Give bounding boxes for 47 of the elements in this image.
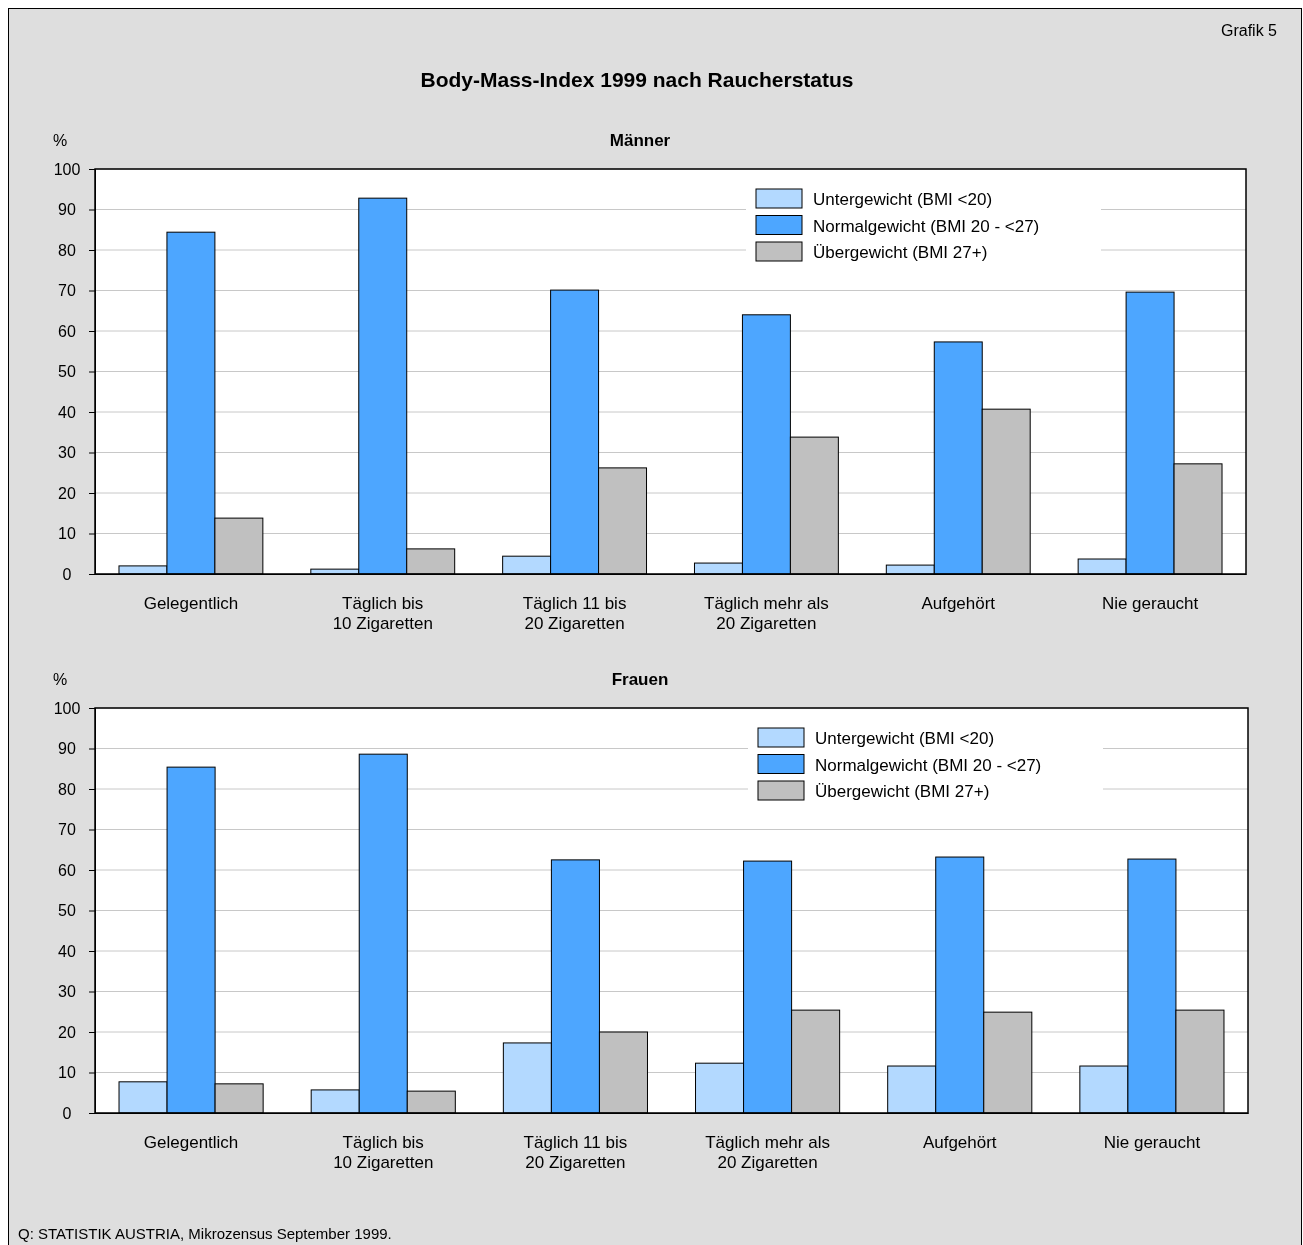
legend-label: Übergewicht (BMI 27+) <box>815 782 990 801</box>
y-tick-label: 20 <box>58 1023 76 1041</box>
chart-subtitle: Männer <box>609 131 671 150</box>
x-tick-label: Gelegentlich <box>143 594 239 613</box>
y-axis-title: % <box>52 671 68 688</box>
x-tick-label: Aufgehört <box>922 1133 997 1152</box>
chart-title: Body-Mass-Index 1999 nach Raucherstatus <box>420 68 854 91</box>
y-tick-label: 30 <box>58 983 76 1001</box>
y-axis-title: % <box>52 132 68 149</box>
x-tick-label: Täglich mehr als 20 Zigaretten <box>705 1133 830 1173</box>
x-tick-label: Täglich 11 bis 20 Zigaretten <box>523 1133 628 1173</box>
y-tick-label: 100 <box>53 160 81 178</box>
chart-title: Frauen <box>611 670 669 689</box>
y-tick-label: 0 <box>62 565 72 583</box>
y-tick-label: 50 <box>58 902 76 920</box>
y-tick-label: 10 <box>58 525 76 543</box>
legend-label: Normalgewicht (BMI 20 - <27) <box>815 755 1042 775</box>
y-tick-label: 80 <box>58 241 76 259</box>
y-tick-label: 60 <box>58 861 76 879</box>
y-tick-label: 0 <box>62 1104 72 1122</box>
text: Grafik 5 <box>1220 22 1278 39</box>
text: Q: STATISTIK AUSTRIA, Mikrozensus September 1999. <box>18 1225 392 1242</box>
y-tick-label: 40 <box>58 942 76 960</box>
legend-label: Untergewicht (BMI <20) <box>815 729 995 748</box>
y-tick-label: 100 <box>53 699 81 717</box>
x-tick-label: Nie geraucht <box>1103 1133 1201 1152</box>
y-tick-label: 80 <box>58 780 76 798</box>
y-tick-label: 60 <box>58 322 76 340</box>
x-tick-label: Täglich 11 bis 20 Zigaretten <box>522 594 627 634</box>
x-tick-label: Gelegentlich <box>143 1133 239 1152</box>
x-tick-label: Täglich mehr als 20 Zigaretten <box>704 594 829 634</box>
x-tick-label: Täglich bis 10 Zigaretten <box>332 594 433 634</box>
y-tick-label: 70 <box>58 282 76 300</box>
x-tick-label: Nie geraucht <box>1101 594 1199 613</box>
legend-label: Untergewicht (BMI <20) <box>813 190 993 209</box>
y-tick-label: 30 <box>58 444 76 462</box>
y-tick-label: 10 <box>58 1064 76 1082</box>
y-tick-label: 50 <box>58 363 76 381</box>
x-tick-label: Täglich bis 10 Zigaretten <box>333 1133 434 1173</box>
y-tick-label: 90 <box>58 201 76 219</box>
y-tick-label: 40 <box>58 403 76 421</box>
y-tick-label: 90 <box>58 740 76 758</box>
x-tick-label: Aufgehört <box>921 594 996 613</box>
legend-label: Übergewicht (BMI 27+) <box>813 243 988 262</box>
y-tick-label: 20 <box>58 484 76 502</box>
y-tick-label: 70 <box>58 821 76 839</box>
legend-label: Normalgewicht (BMI 20 - <27) <box>813 216 1040 236</box>
